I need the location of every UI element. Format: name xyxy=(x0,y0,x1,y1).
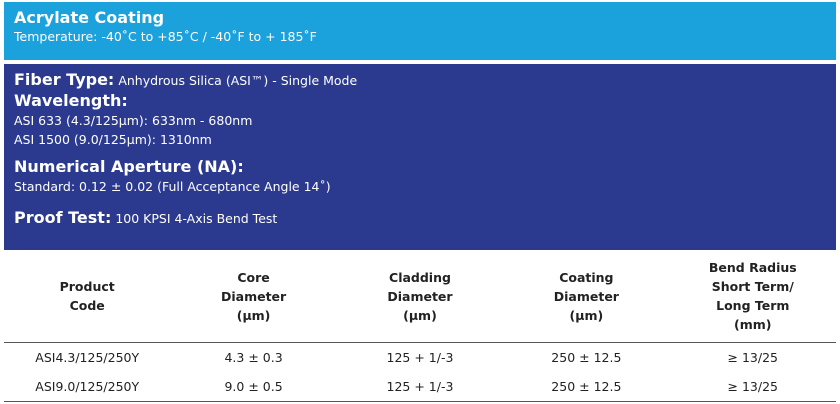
cell: ≥ 13/25 xyxy=(669,372,836,402)
header-line: Diameter xyxy=(220,288,287,304)
header-line: Cladding xyxy=(389,269,451,285)
header-row: Product Code Core Diameter (μm) Cladding Diame… xyxy=(4,250,836,343)
cell: 250 ± 12.5 xyxy=(551,350,622,365)
header-line: (mm) xyxy=(734,317,772,332)
column-header: Coating Diameter (μm) xyxy=(503,250,670,343)
na-label: Numerical Aperture (NA): xyxy=(14,157,244,176)
column-header: Cladding Diameter (μm) xyxy=(336,250,504,343)
fiber-type: Fiber Type: Anhydrous Silica (ASI™) - Si… xyxy=(14,70,826,91)
cell: 125 + 1/-3 xyxy=(336,372,504,402)
specs-panel: Fiber Type: Anhydrous Silica (ASI™) - Si… xyxy=(4,64,836,250)
header-line: (μm) xyxy=(403,307,437,323)
table-row: ASI9.0/125/250Y 9.0 ± 0.5 125 + 1/-3 250 ± … xyxy=(4,372,836,402)
header-line: Bend Radius xyxy=(708,260,797,275)
value: 100 KPSI 4-Axis Bend Test xyxy=(115,211,278,226)
header-banner: Acrylate Coating Temperature: -40˚C to +… xyxy=(4,2,836,60)
na-lines: Standard: 0.12 ± 0.02 (Full Acceptance A… xyxy=(14,177,826,196)
cell: ASI4.3/125/250Y xyxy=(35,350,140,365)
header-line: (μm) xyxy=(569,307,604,323)
wavelength-line: ASI 633 (4.3/125μm): 633nm - 680nm xyxy=(14,113,253,128)
na-line: Standard: 0.12 ± 0.02 (Full Acceptance A… xyxy=(14,179,331,194)
header-line: Coating xyxy=(559,269,614,285)
header-line: Long Term xyxy=(716,298,790,313)
header-line: (μm) xyxy=(236,307,271,323)
cell: 4.3 ± 0.3 xyxy=(224,350,283,365)
value: Anhydrous Silica (ASI™) - Single Mode xyxy=(118,73,358,88)
label: Fiber Type: xyxy=(14,70,115,89)
cell: ASI9.0/125/250Y xyxy=(4,372,171,402)
header-line: Diameter xyxy=(387,288,453,304)
proof-test: Proof Test: 100 KPSI 4-Axis Bend Test xyxy=(14,208,826,229)
table-row: ASI4.3/125/250Y 4.3 ± 0.3 125 + 1/-3 250 ± … xyxy=(4,343,836,373)
spec-table: Product Code Core Diameter (μm) Cladding Diame… xyxy=(4,250,836,402)
header-line: Diameter xyxy=(553,288,619,304)
table-body: ASI4.3/125/250Y 4.3 ± 0.3 125 + 1/-3 250 ± … xyxy=(4,343,836,402)
cell: 9.0 ± 0.5 xyxy=(170,372,337,402)
header-line: Code xyxy=(69,298,105,313)
header-line: Short Term/ xyxy=(711,279,794,294)
header-line: Core xyxy=(237,269,270,285)
wavelength-lines: ASI 633 (4.3/125μm): 633nm - 680nm ASI 15… xyxy=(14,111,826,149)
column-header: Core Diameter (μm) xyxy=(170,250,337,343)
column-header: Bend Radius Short Term/Long Term (mm) xyxy=(669,250,836,343)
wavelength-label: Wavelength: xyxy=(14,91,128,110)
cell: ≥ 13/25 xyxy=(727,350,779,365)
cell: 125 + 1/-3 xyxy=(386,350,454,365)
cell: 250 ± 12.5 xyxy=(503,372,670,402)
subtitle: Temperature: -40˚C to +85˚C / -40˚F to +… xyxy=(14,29,317,44)
label: Proof Test: xyxy=(14,208,112,227)
header-line: Product xyxy=(59,279,115,294)
page: Acrylate Coating Temperature: -40˚C to +… xyxy=(4,2,836,402)
column-header: Product Code xyxy=(4,250,171,343)
wavelength-line: ASI 1500 (9.0/125μm): 1310nm xyxy=(14,132,212,147)
title: Acrylate Coating xyxy=(14,8,165,27)
